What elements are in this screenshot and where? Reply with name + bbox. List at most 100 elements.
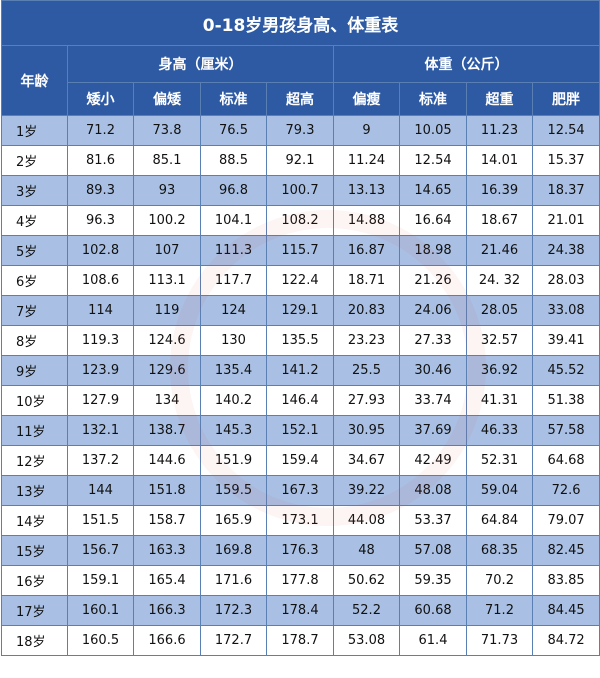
weight-cell: 46.33	[466, 415, 533, 446]
height-cell: 108.6	[67, 265, 134, 296]
height-cell: 165.4	[133, 565, 201, 596]
height-cell: 135.5	[266, 325, 334, 356]
table-row: 7岁 114 119 124 129.1 20.83 24.06 28.05 33.08	[1, 295, 600, 326]
height-cell: 124	[200, 295, 267, 326]
height-cell: 89.3	[67, 175, 134, 206]
table-row: 4岁 96.3 100.2 104.1 108.2 14.88 16.64 18.67 21.0…	[1, 205, 600, 236]
weight-cell: 21.26	[399, 265, 467, 296]
table-row: 16岁 159.1 165.4 171.6 177.8 50.62 59.35 70.2 83.…	[1, 565, 600, 596]
height-cell: 76.5	[200, 115, 267, 146]
height-cell: 152.1	[266, 415, 334, 446]
height-cell: 166.3	[133, 595, 201, 626]
table-title: 0-18岁男孩身高、体重表	[0, 0, 600, 46]
height-cell: 92.1	[266, 145, 334, 176]
height-cell: 117.7	[200, 265, 267, 296]
weight-cell: 70.2	[466, 565, 533, 596]
table-row: 3岁 89.3 93 96.8 100.7 13.13 14.65 16.39 18.37	[1, 175, 600, 206]
weight-cell: 42.49	[399, 445, 467, 476]
height-cell: 122.4	[266, 265, 334, 296]
weight-cell: 28.03	[531, 265, 600, 296]
height-cell: 159.1	[67, 565, 134, 596]
table-row: 18岁 160.5 166.6 172.7 178.7 53.08 61.4 71.73 84.…	[1, 625, 600, 656]
weight-cell: 59.35	[399, 565, 467, 596]
height-cell: 81.6	[67, 145, 134, 176]
age-cell: 9岁	[1, 355, 68, 386]
weight-cell: 33.74	[399, 385, 467, 416]
height-cell: 138.7	[133, 415, 201, 446]
weight-cell: 18.67	[466, 205, 533, 236]
table-row: 15岁 156.7 163.3 169.8 176.3 48 57.08 68.35 82.45	[1, 535, 600, 566]
weight-col-header: 偏瘦	[333, 82, 400, 116]
weight-cell: 59.04	[466, 475, 533, 506]
weight-cell: 82.45	[531, 535, 600, 566]
age-cell: 6岁	[1, 265, 68, 296]
weight-cell: 16.87	[333, 235, 400, 266]
height-cell: 132.1	[67, 415, 134, 446]
height-cell: 166.6	[133, 625, 201, 656]
table-row: 17岁 160.1 166.3 172.3 178.4 52.2 60.68 71.2 84.4…	[1, 595, 600, 626]
age-header: 年龄	[1, 45, 68, 116]
age-cell: 17岁	[1, 595, 68, 626]
age-cell: 15岁	[1, 535, 68, 566]
height-cell: 167.3	[266, 475, 334, 506]
height-col-header: 标准	[200, 82, 267, 116]
height-cell: 127.9	[67, 385, 134, 416]
weight-cell: 11.23	[466, 115, 533, 146]
height-cell: 119	[133, 295, 201, 326]
weight-cell: 14.65	[399, 175, 467, 206]
height-cell: 178.7	[266, 625, 334, 656]
height-cell: 124.6	[133, 325, 201, 356]
weight-cell: 71.73	[466, 625, 533, 656]
weight-cell: 84.72	[531, 625, 600, 656]
height-cell: 73.8	[133, 115, 201, 146]
weight-cell: 64.84	[466, 505, 533, 536]
table-row: 6岁 108.6 113.1 117.7 122.4 18.71 21.26 24. 32 28…	[1, 265, 600, 296]
weight-cell: 23.23	[333, 325, 400, 356]
weight-cell: 34.67	[333, 445, 400, 476]
weight-cell: 83.85	[531, 565, 600, 596]
weight-cell: 32.57	[466, 325, 533, 356]
height-cell: 107	[133, 235, 201, 266]
height-cell: 96.8	[200, 175, 267, 206]
height-cell: 129.1	[266, 295, 334, 326]
height-cell: 151.5	[67, 505, 134, 536]
height-cell: 151.8	[133, 475, 201, 506]
height-cell: 108.2	[266, 205, 334, 236]
height-cell: 100.7	[266, 175, 334, 206]
weight-col-header: 标准	[399, 82, 467, 116]
age-cell: 16岁	[1, 565, 68, 596]
weight-col-header: 肥胖	[531, 82, 600, 116]
weight-cell: 39.41	[531, 325, 600, 356]
weight-cell: 52.2	[333, 595, 400, 626]
weight-cell: 64.68	[531, 445, 600, 476]
weight-cell: 20.83	[333, 295, 400, 326]
height-cell: 144	[67, 475, 134, 506]
weight-cell: 21.01	[531, 205, 600, 236]
height-cell: 176.3	[266, 535, 334, 566]
weight-cell: 15.37	[531, 145, 600, 176]
height-cell: 169.8	[200, 535, 267, 566]
height-cell: 135.4	[200, 355, 267, 386]
weight-cell: 24.38	[531, 235, 600, 266]
weight-cell: 48	[333, 535, 400, 566]
age-cell: 14岁	[1, 505, 68, 536]
height-cell: 93	[133, 175, 201, 206]
weight-cell: 10.05	[399, 115, 467, 146]
height-cell: 71.2	[67, 115, 134, 146]
weight-cell: 30.46	[399, 355, 467, 386]
height-cell: 88.5	[200, 145, 267, 176]
height-cell: 102.8	[67, 235, 134, 266]
weight-cell: 27.33	[399, 325, 467, 356]
weight-cell: 21.46	[466, 235, 533, 266]
age-cell: 7岁	[1, 295, 68, 326]
weight-cell: 79.07	[531, 505, 600, 536]
age-cell: 1岁	[1, 115, 68, 146]
height-cell: 178.4	[266, 595, 334, 626]
height-group-header: 身高（厘米）	[67, 45, 334, 83]
height-cell: 172.7	[200, 625, 267, 656]
table-row: 1岁 71.2 73.8 76.5 79.3 9 10.05 11.23 12.54	[1, 115, 600, 146]
weight-group-header: 体重（公斤）	[332, 45, 600, 83]
weight-cell: 9	[333, 115, 400, 146]
height-cell: 165.9	[200, 505, 267, 536]
weight-cell: 12.54	[531, 115, 600, 146]
